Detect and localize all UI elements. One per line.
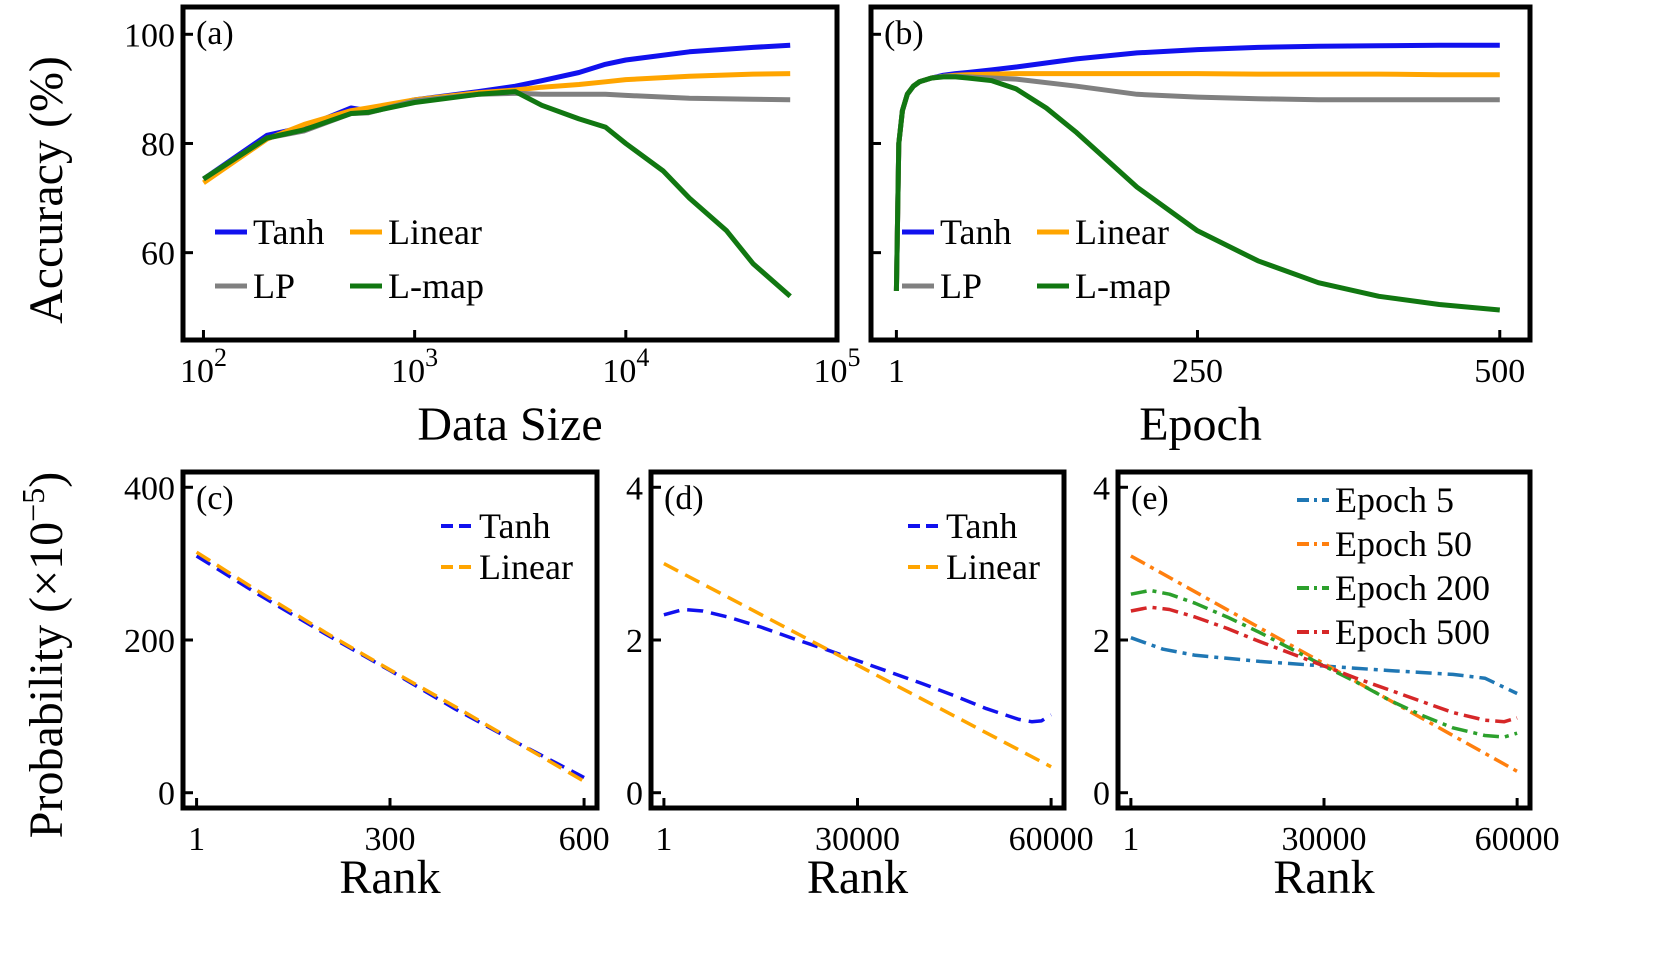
- series-line-epoch-200: [1130, 588, 1518, 739]
- legend: Tanh Linear LP L-map: [215, 212, 484, 306]
- series-line-linear: [202, 71, 791, 185]
- y-tick-label: 4: [1093, 470, 1110, 507]
- legend-label: LP: [940, 266, 982, 306]
- x-axis-label: Rank: [807, 851, 908, 904]
- y-tick-label: 2: [626, 623, 643, 660]
- plot-frame: [180, 4, 840, 343]
- panel-tag: (c): [196, 480, 234, 517]
- legend-label: Epoch 5: [1335, 480, 1454, 520]
- x-tick-label: 30000: [1282, 821, 1367, 858]
- y-tick-label: 4: [626, 470, 643, 507]
- legend-label: Tanh: [946, 506, 1017, 546]
- x-tick-label: 102: [180, 343, 227, 390]
- x-tick-label: 1: [188, 821, 205, 858]
- legend-label: Epoch 500: [1335, 612, 1490, 652]
- legend-label: Tanh: [253, 212, 324, 252]
- legend-label: L-map: [388, 266, 484, 306]
- y-tick-label: 0: [158, 776, 175, 813]
- y-tick-label: 80: [141, 126, 175, 163]
- series-line-l-map: [202, 89, 792, 299]
- series-line-l-map: [893, 74, 1501, 313]
- panel-b: 1 250 500 (b) Epoch Tanh Linear LP L-map: [868, 4, 1533, 451]
- legend-label: Linear: [479, 547, 573, 587]
- x-tick-label: 300: [365, 821, 416, 858]
- x-axis-label: Data Size: [417, 398, 602, 451]
- panel-tag: (b): [884, 15, 924, 52]
- panel-a: 102 103 104 105 60 80 100 (a) Data Size Tanh Linea…: [124, 4, 861, 451]
- x-tick-label: 104: [602, 343, 649, 390]
- x-axis-label: Rank: [1273, 851, 1374, 904]
- x-tick-label: 103: [391, 343, 438, 390]
- y-tick-label: 200: [124, 623, 175, 660]
- x-axis-label: Epoch: [1139, 398, 1262, 451]
- panel-tag: (d): [664, 480, 704, 517]
- series-line-epoch-50: [1130, 554, 1518, 773]
- legend-label: Tanh: [479, 506, 550, 546]
- series-line-epoch-500: [1130, 605, 1518, 724]
- plot-frame: [868, 4, 1533, 343]
- x-tick-label: 1: [655, 821, 672, 858]
- legend-label: LP: [253, 266, 295, 306]
- panel-tag: (e): [1131, 480, 1169, 517]
- y-tick-label: 0: [1093, 776, 1110, 813]
- legend: Tanh Linear LP L-map: [902, 212, 1171, 306]
- series-line-tanh: [202, 42, 791, 182]
- x-tick-label: 1: [888, 353, 905, 390]
- legend-label: Epoch 50: [1335, 524, 1472, 564]
- series-line-linear: [195, 550, 585, 783]
- legend-label: Linear: [388, 212, 482, 252]
- legend-label: Linear: [1075, 212, 1169, 252]
- y-tick-label: 60: [141, 236, 175, 273]
- series-line-tanh: [663, 607, 1053, 724]
- x-tick-label: 250: [1172, 353, 1223, 390]
- x-axis-label: Rank: [339, 851, 440, 904]
- x-tick-label: 60000: [1475, 821, 1560, 858]
- series-line-lp: [893, 73, 1500, 291]
- legend-label: Epoch 200: [1335, 568, 1490, 608]
- y-tick-label: 100: [124, 17, 175, 54]
- series-line-tanh: [195, 554, 585, 780]
- series-line-lp: [202, 90, 791, 182]
- legend-label: Tanh: [940, 212, 1011, 252]
- y-tick-label: 400: [124, 470, 175, 507]
- legend-label: L-map: [1075, 266, 1171, 306]
- series-line-linear: [893, 71, 1500, 291]
- y-tick-label: 0: [626, 776, 643, 813]
- y-tick-label: 2: [1093, 623, 1110, 660]
- bottom-y-axis-label: Probability (×10−5): [15, 472, 73, 838]
- x-tick-label: 600: [559, 821, 610, 858]
- series-line-linear: [663, 562, 1052, 769]
- x-tick-label: 105: [814, 343, 861, 390]
- x-tick-label: 1: [1122, 821, 1139, 858]
- top-left-y-axis-label: Accuracy (%): [20, 56, 73, 324]
- x-tick-label: 500: [1474, 353, 1525, 390]
- legend-label: Linear: [946, 547, 1040, 587]
- x-tick-label: 30000: [815, 821, 900, 858]
- panel-tag: (a): [196, 15, 234, 52]
- x-tick-label: 60000: [1009, 821, 1094, 858]
